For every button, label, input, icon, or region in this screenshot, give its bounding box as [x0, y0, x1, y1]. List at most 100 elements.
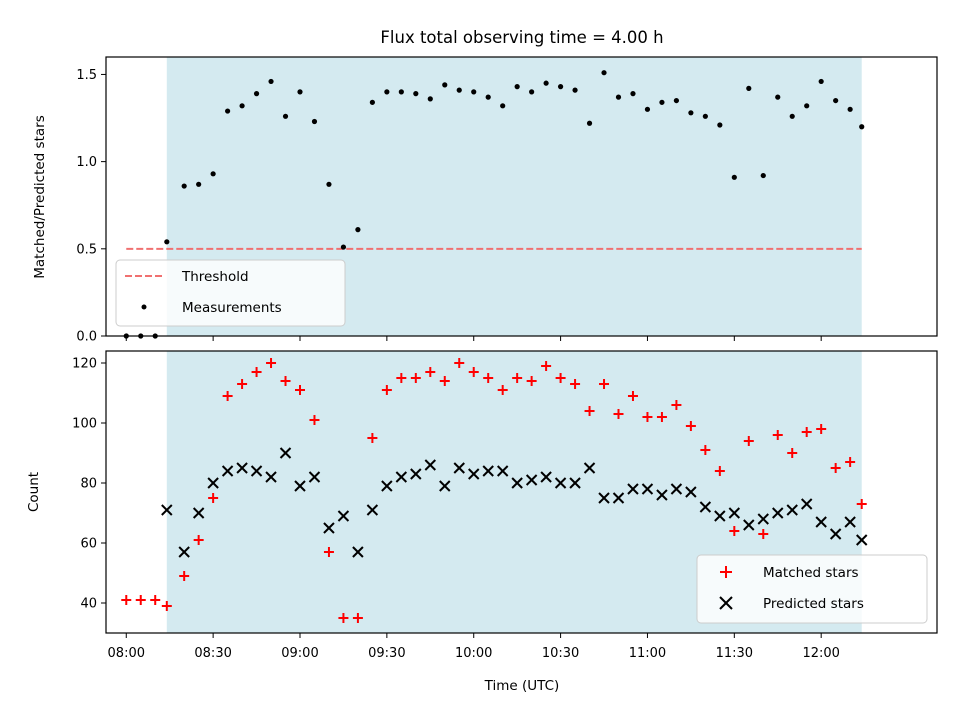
matched-stars-point [352, 613, 363, 623]
bottom-panel: 40 60 80 100 120 08:00 08:30 09:00 09:30 10:00 10… [26, 350, 938, 694]
legend-threshold-label: Threshold [181, 269, 249, 285]
matched-stars-point [396, 373, 407, 383]
bottom-y-tick-label: 120 [72, 357, 97, 372]
measurements-point [398, 89, 404, 95]
matched-stars-point [237, 379, 248, 389]
measurements-point [775, 94, 781, 100]
x-tick-label: 09:00 [281, 646, 318, 661]
predicted-stars-point [743, 519, 755, 531]
legend-matched-label: Matched stars [763, 565, 859, 581]
matched-stars-point [483, 373, 494, 383]
measurements-point [164, 239, 170, 245]
measurements-point [485, 94, 491, 100]
predicted-stars-point [844, 516, 856, 528]
matched-stars-point [714, 466, 725, 476]
x-tick-label: 09:30 [368, 646, 405, 661]
top-panel-frame [105, 56, 938, 337]
predicted-stars-point [337, 510, 350, 522]
predicted-stars-point [279, 447, 292, 459]
predicted-stars-point [757, 513, 769, 525]
matched-stars-point [685, 421, 696, 431]
measurements-point [833, 97, 839, 104]
predicted-stars-point [699, 501, 712, 513]
matched-stars-point [425, 367, 436, 377]
bottom-y-tick-label: 100 [72, 417, 97, 432]
matched-stars-point [161, 601, 172, 611]
matched-stars-point [309, 415, 320, 425]
predicted-stars-point [786, 504, 798, 516]
measurements-point [239, 103, 245, 109]
matched-stars-point [367, 433, 378, 443]
matched-stars-point [222, 391, 233, 401]
measurements-point [818, 78, 824, 85]
matched-stars-point [541, 361, 552, 371]
predicted-stars-point [540, 471, 552, 483]
predicted-stars-point [265, 471, 277, 483]
x-tick-label: 11:00 [629, 646, 666, 661]
matched-stars-point [497, 385, 508, 395]
matched-stars-point [266, 358, 277, 368]
top-panel-marks [123, 70, 865, 339]
measurements-point [789, 113, 795, 119]
measurements-point [210, 171, 216, 177]
measurements-point [529, 89, 535, 95]
matched-stars-point [512, 373, 523, 383]
measurements-point [471, 89, 477, 95]
measurements-point [804, 103, 810, 109]
matched-stars-point [454, 358, 465, 368]
matched-stars-point [700, 445, 711, 455]
bottom-y-tick-label: 40 [80, 597, 97, 612]
measurements-point [225, 108, 231, 114]
measurements-point [326, 181, 332, 187]
measurements-point [673, 97, 680, 104]
matched-stars-point [613, 409, 624, 419]
measurements-point [847, 106, 853, 112]
matched-stars-point [468, 367, 479, 377]
predicted-stars-point [598, 492, 610, 504]
measurements-point [702, 113, 708, 119]
x-tick-label: 10:30 [542, 646, 579, 661]
measurements-point [557, 84, 564, 90]
predicted-stars-point [569, 477, 581, 489]
measurements-point [268, 78, 274, 85]
predicted-stars-point [641, 483, 654, 495]
x-tick-label: 11:30 [716, 646, 753, 661]
legend-measurements-swatch [141, 304, 147, 310]
top-legend-box [115, 259, 346, 327]
matched-stars-point [787, 448, 798, 458]
matched-stars-point [555, 373, 566, 383]
x-axis-label: Time (UTC) [484, 678, 560, 694]
predicted-stars-point [424, 459, 436, 471]
top-x-ticks [125, 336, 822, 341]
top-legend: Threshold Measurements [115, 259, 346, 327]
bottom-legend: Matched stars Predicted stars [696, 554, 928, 624]
matched-stars-point [439, 376, 450, 386]
measurements-point [615, 94, 622, 100]
measurements-point [717, 122, 723, 128]
predicted-stars-point [685, 486, 697, 498]
bottom-y-tick-label: 80 [80, 477, 97, 492]
legend-measurements-label: Measurements [182, 300, 282, 316]
predicted-stars-point [468, 468, 480, 480]
matched-stars-point [758, 529, 769, 539]
predicted-stars-point [612, 492, 625, 504]
matched-stars-point [729, 526, 740, 536]
top-y-tick-label: 0.0 [76, 330, 97, 345]
matched-stars-point [743, 436, 754, 446]
matched-stars-point [323, 547, 334, 557]
measurements-point [859, 124, 865, 130]
measurements-point [659, 99, 665, 105]
x-tick-label: 10:00 [455, 646, 492, 661]
bottom-panel-frame [105, 350, 938, 634]
predicted-stars-point [308, 471, 321, 483]
measurements-point [369, 99, 375, 105]
matched-stars-point [801, 427, 812, 437]
bottom-x-ticks: 08:00 08:30 09:00 09:30 10:00 10:30 11:00 11:30… [108, 633, 840, 661]
predicted-stars-point [395, 471, 408, 483]
predicted-stars-point [381, 480, 393, 492]
bottom-y-tick-label: 60 [80, 537, 97, 552]
measurements-point [297, 89, 303, 95]
matched-stars-point [671, 400, 682, 410]
measurements-point [601, 70, 607, 76]
top-y-axis-label: Matched/Predicted stars [32, 115, 48, 278]
